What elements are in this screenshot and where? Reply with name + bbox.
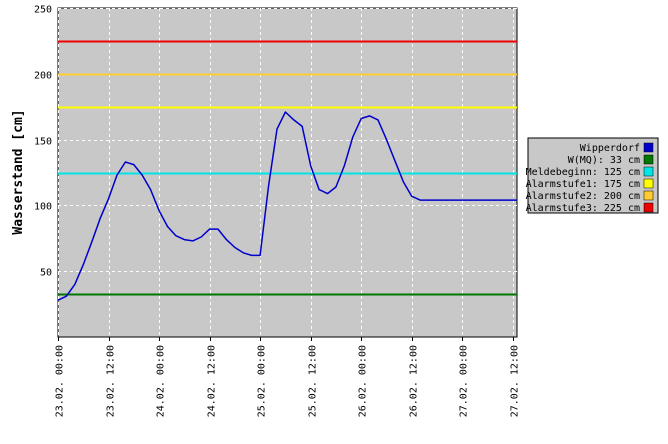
y-axis-ticks: 50 100 150 200 250 — [34, 5, 52, 279]
x-tick-label: 24.02. 12:00 — [207, 345, 218, 417]
x-tick-label: 24.02. 00:00 — [156, 345, 167, 417]
legend-label: Alarmstufe1: 175 cm — [526, 179, 640, 190]
y-tick-label: 50 — [40, 268, 52, 279]
legend-swatch — [643, 166, 654, 177]
y-tick-label: 150 — [34, 137, 52, 148]
x-tick-label: 25.02. 00:00 — [257, 345, 268, 417]
legend-swatch — [643, 190, 654, 201]
legend-swatch — [643, 178, 654, 189]
x-axis-ticks: 23.02. 00:00 23.02. 12:00 24.02. 00:00 24.0… — [55, 337, 521, 417]
x-tick-label: 23.02. 00:00 — [55, 345, 66, 417]
legend-swatch — [643, 202, 654, 213]
x-tick-label: 26.02. 00:00 — [358, 345, 369, 417]
x-tick-label: 26.02. 12:00 — [409, 345, 420, 417]
x-tick-label: 23.02. 12:00 — [106, 345, 117, 417]
series-lines — [57, 111, 517, 301]
x-tick-label: 27.02. 12:00 — [510, 345, 521, 417]
legend-label: Wipperdorf — [580, 143, 640, 154]
legend-swatch — [643, 142, 654, 153]
x-tick-label: 27.02. 00:00 — [459, 345, 470, 417]
y-tick-label: 100 — [34, 202, 52, 213]
legend-label: Alarmstufe2: 200 cm — [526, 191, 640, 202]
y-axis-label: Wasserstand [cm] — [11, 109, 26, 234]
legend-swatch — [643, 154, 654, 165]
y-tick-label: 200 — [34, 71, 52, 82]
legend-label: W(MQ): 33 cm — [568, 155, 640, 166]
threshold-lines — [58, 40, 517, 296]
legend-label: Meldebeginn: 125 cm — [526, 167, 640, 178]
x-tick-label: 25.02. 12:00 — [308, 345, 319, 417]
y-tick-label: 250 — [34, 5, 52, 16]
series-line-wipperdorf — [57, 111, 517, 301]
legend-label: Alarmstufe3: 225 cm — [526, 203, 640, 214]
